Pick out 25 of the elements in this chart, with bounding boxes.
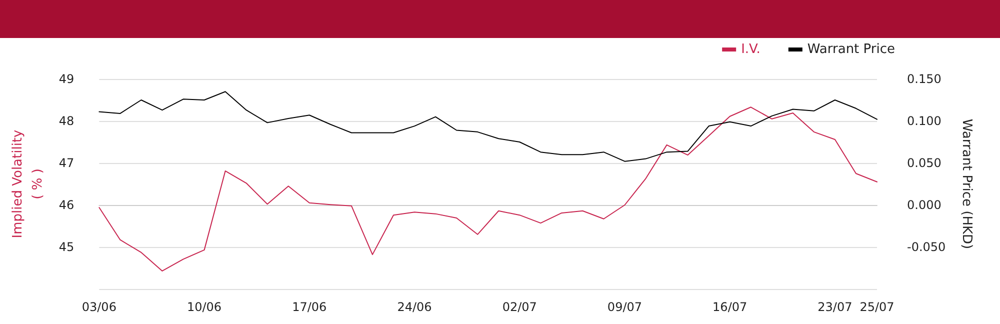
- y2-tick-label: -0.050: [907, 240, 946, 254]
- x-tick-label: 10/06: [186, 300, 222, 314]
- x-tick-label: 16/07: [712, 300, 748, 314]
- y-tick-label: 49: [58, 72, 74, 86]
- y-tick-label: 45: [58, 240, 74, 254]
- y-tick-label: 48: [58, 114, 74, 128]
- y2-tick-label: 0.000: [907, 198, 942, 212]
- x-tick-label: 03/06: [82, 300, 116, 314]
- x-tick-label: 17/06: [292, 300, 327, 314]
- y-tick-label: 47: [58, 156, 74, 170]
- y-axis-title: Implied Volatility ( % ): [10, 129, 46, 238]
- y2-tick-label: 0.100: [907, 114, 942, 128]
- x-tick-label: 24/06: [397, 300, 432, 314]
- y-tick-label: 46: [58, 198, 74, 212]
- x-tick-label: 23/07: [818, 300, 852, 314]
- line-series: [98, 91, 878, 162]
- legend-label: Warrant Price: [807, 42, 896, 57]
- x-tick-label: 02/07: [502, 300, 537, 314]
- y2-tick-label: 0.150: [907, 72, 942, 86]
- y2-axis-title: Warrant Price (HKD): [959, 118, 974, 250]
- x-tick-label: 09/07: [607, 300, 642, 314]
- y2-tick-label: 0.050: [907, 156, 942, 170]
- x-tick-label: 25/07: [860, 300, 894, 314]
- legend-label: I.V.: [741, 42, 760, 57]
- line-series: [98, 106, 878, 272]
